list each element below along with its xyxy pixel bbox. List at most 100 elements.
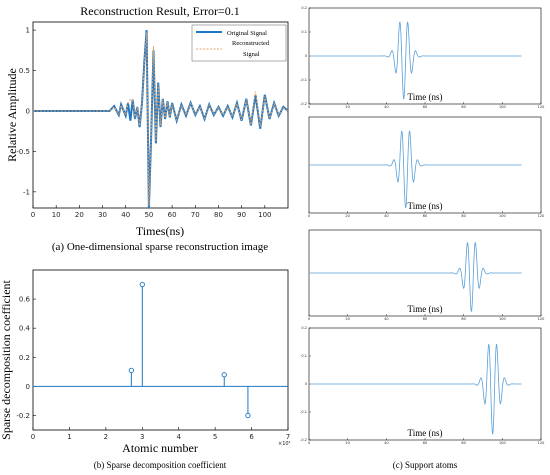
x-tick-label: 10 xyxy=(52,211,61,219)
x-tick-label: 20 xyxy=(345,317,349,321)
x-tick-label: 40 xyxy=(384,105,388,109)
atom-waveform xyxy=(309,130,522,209)
y-tick-label: -0.1 xyxy=(300,78,307,82)
support-atom-subplot: 0 20 40 60 80 100 120 -0.2 -0.1 0 0.1 0.2 Time (ns) xyxy=(300,326,544,445)
panel-c-caption: (c) Support atoms xyxy=(393,460,458,470)
panel-b-x-axis-label: Atomic number xyxy=(122,441,198,455)
x-tick-label: 40 xyxy=(384,317,388,321)
x-tick-label: 7 xyxy=(286,433,290,441)
x-tick-label: 20 xyxy=(345,105,349,109)
x-tick-label: 60 xyxy=(423,214,427,218)
panel-b-stems xyxy=(33,281,288,419)
x-tick-label: 0 xyxy=(31,211,35,219)
x-tick-label: 1 xyxy=(67,433,71,441)
x-tick-label: 0 xyxy=(308,317,310,321)
y-tick-label: -0.2 xyxy=(300,102,307,106)
x-tick-label: 120 xyxy=(538,317,545,321)
y-tick-label: -0.1 xyxy=(300,410,307,414)
y-tick-label: 0.5 xyxy=(19,67,30,75)
x-tick-label: 2 xyxy=(104,433,108,441)
x-tick-label: 100 xyxy=(258,211,271,219)
x-tick-label: 50 xyxy=(144,211,153,219)
y-tick-label: 1 xyxy=(26,27,30,35)
panel-a-series xyxy=(33,30,289,209)
panel-a-axes-box xyxy=(32,21,289,209)
panel-a-x-tick-labels: 0 10 20 30 40 50 60 70 80 90 100 xyxy=(31,211,272,219)
x-tick-label: 80 xyxy=(214,211,223,219)
x-tick-label: 0 xyxy=(308,441,310,445)
x-tick-label: 40 xyxy=(121,211,130,219)
x-tick-label: 60 xyxy=(423,317,427,321)
x-tick-label: 70 xyxy=(191,211,200,219)
x-tick-label: 80 xyxy=(461,214,465,218)
panel-a-caption: (a) One-dimensional sparse reconstructio… xyxy=(52,241,268,253)
y-tick-label: -0.5 xyxy=(16,148,30,156)
panel-b-axes-box xyxy=(32,269,289,431)
x-tick-label: 100 xyxy=(499,105,506,109)
x-tick-label: 100 xyxy=(499,317,506,321)
legend-label-reconstructed-1: Reconstructed xyxy=(232,40,270,47)
panel-a-y-axis-label: Relative Amplitude xyxy=(5,68,19,162)
y-tick-label: 0.2 xyxy=(301,326,307,330)
panel-a-x-axis-label: Times(ns) xyxy=(136,224,184,238)
x-tick-label: 0 xyxy=(308,105,310,109)
support-atom-subplot: 0 20 40 60 80 100 120 Time (ns) xyxy=(308,229,545,321)
stem-marker xyxy=(139,281,145,288)
y-tick-label: 0.2 xyxy=(301,6,307,10)
panel-b-x-exponent: ×10⁴ xyxy=(278,441,291,447)
stem-marker xyxy=(128,367,135,374)
x-tick-label: 20 xyxy=(75,211,84,219)
x-tick-label: 80 xyxy=(461,317,465,321)
panel-b-caption: (b) Sparse decomposition coefficient xyxy=(94,460,227,470)
subplot-x-axis-label: Time (ns) xyxy=(408,428,443,438)
panel-b-ticks xyxy=(32,298,289,430)
legend-label-original: Original Signal xyxy=(227,30,267,37)
y-tick-label: 0.6 xyxy=(19,296,31,304)
x-tick-label: 3 xyxy=(140,433,144,441)
panel-b-y-axis-label: Sparse decomposition coefficient xyxy=(0,279,13,439)
x-tick-label: 120 xyxy=(538,441,545,445)
y-tick-label: -0.2 xyxy=(16,412,30,420)
y-tick-label: 0 xyxy=(305,54,307,58)
x-tick-label: 40 xyxy=(384,441,388,445)
x-tick-label: 0 xyxy=(31,433,35,441)
atom-waveform xyxy=(309,344,522,435)
x-tick-label: 4 xyxy=(176,433,181,441)
x-tick-label: 0 xyxy=(308,214,310,218)
y-tick-label: 0 xyxy=(26,107,30,115)
subplot-x-axis-label: Time (ns) xyxy=(408,304,443,314)
atom-waveform xyxy=(309,21,522,100)
stem-marker xyxy=(245,412,251,419)
panel-a-y-tick-labels: -1 -0.5 0 0.5 1 xyxy=(16,27,30,197)
legend-label-reconstructed-2: Signal xyxy=(243,51,260,58)
x-tick-label: 80 xyxy=(461,105,465,109)
x-tick-label: 40 xyxy=(384,214,388,218)
y-tick-label: 0.1 xyxy=(301,30,307,34)
y-tick-label: 0.1 xyxy=(301,354,307,358)
x-tick-label: 60 xyxy=(168,211,177,219)
panel-a-ticks xyxy=(32,29,266,208)
subplot-x-axis-label: Time (ns) xyxy=(408,201,443,211)
stem-marker xyxy=(221,372,227,378)
x-tick-label: 120 xyxy=(538,105,545,109)
x-tick-label: 20 xyxy=(345,214,349,218)
support-atom-subplot: 0 20 40 60 80 100 120 -0.2 -0.1 0 0.1 0.2 Time (ns) xyxy=(300,6,544,109)
x-tick-label: 100 xyxy=(499,214,506,218)
y-tick-label: -0.2 xyxy=(300,438,307,442)
panel-a-title: Reconstruction Result, Error=0.1 xyxy=(80,4,239,18)
y-tick-label: 0 xyxy=(305,382,307,386)
x-tick-label: 20 xyxy=(345,441,349,445)
panel-b: 0 1 2 3 4 5 6 7 -0.2 0 0.2 0.4 0.6 ×10⁴ Atomic numb… xyxy=(0,269,291,470)
x-tick-label: 60 xyxy=(423,441,427,445)
panel-a: Reconstruction Result, Error=0.1 0 10 20 30… xyxy=(5,4,289,253)
x-tick-label: 6 xyxy=(249,433,254,441)
x-tick-label: 100 xyxy=(499,441,506,445)
panel-a-legend: Original Signal Reconstructed Signal xyxy=(191,24,287,62)
x-tick-label: 30 xyxy=(98,211,107,219)
atom-waveform xyxy=(309,242,522,312)
y-tick-label: 0.4 xyxy=(19,325,31,333)
x-tick-label: 80 xyxy=(461,441,465,445)
y-tick-label: 0 xyxy=(26,383,30,391)
